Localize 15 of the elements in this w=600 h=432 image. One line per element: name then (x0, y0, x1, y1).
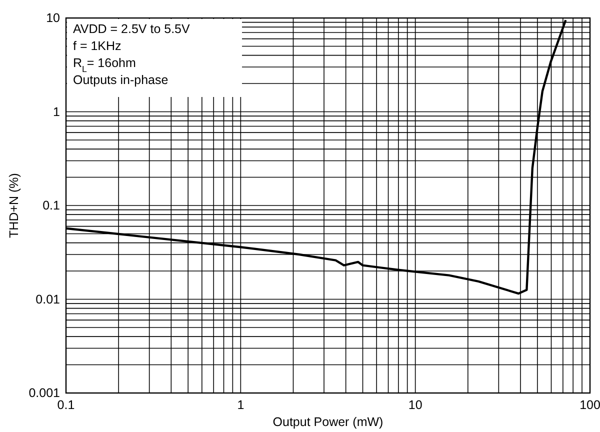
x-tick-label: 1 (237, 398, 244, 412)
x-tick-label: 10 (408, 398, 422, 412)
y-tick-label: 0.01 (36, 292, 60, 306)
annotation: Outputs in-phase (73, 73, 168, 87)
y-axis-title: THD+N (%) (7, 173, 21, 238)
annotation: R$_{L}$= 16ohm (73, 56, 136, 74)
y-tick-label: 0.001 (28, 386, 60, 400)
x-axis-title: Output Power (mW) (272, 415, 384, 429)
y-tick-label: 1 (53, 104, 60, 119)
y-tick-label: 10 (46, 11, 60, 25)
annotation: f = 1KHz (73, 39, 122, 53)
x-tick-label: 100 (580, 398, 600, 412)
y-tick-label: 0.1 (42, 198, 60, 212)
annotation: AVDD = 2.5V to 5.5V (73, 22, 191, 36)
x-tick-label: 0.1 (57, 398, 75, 412)
